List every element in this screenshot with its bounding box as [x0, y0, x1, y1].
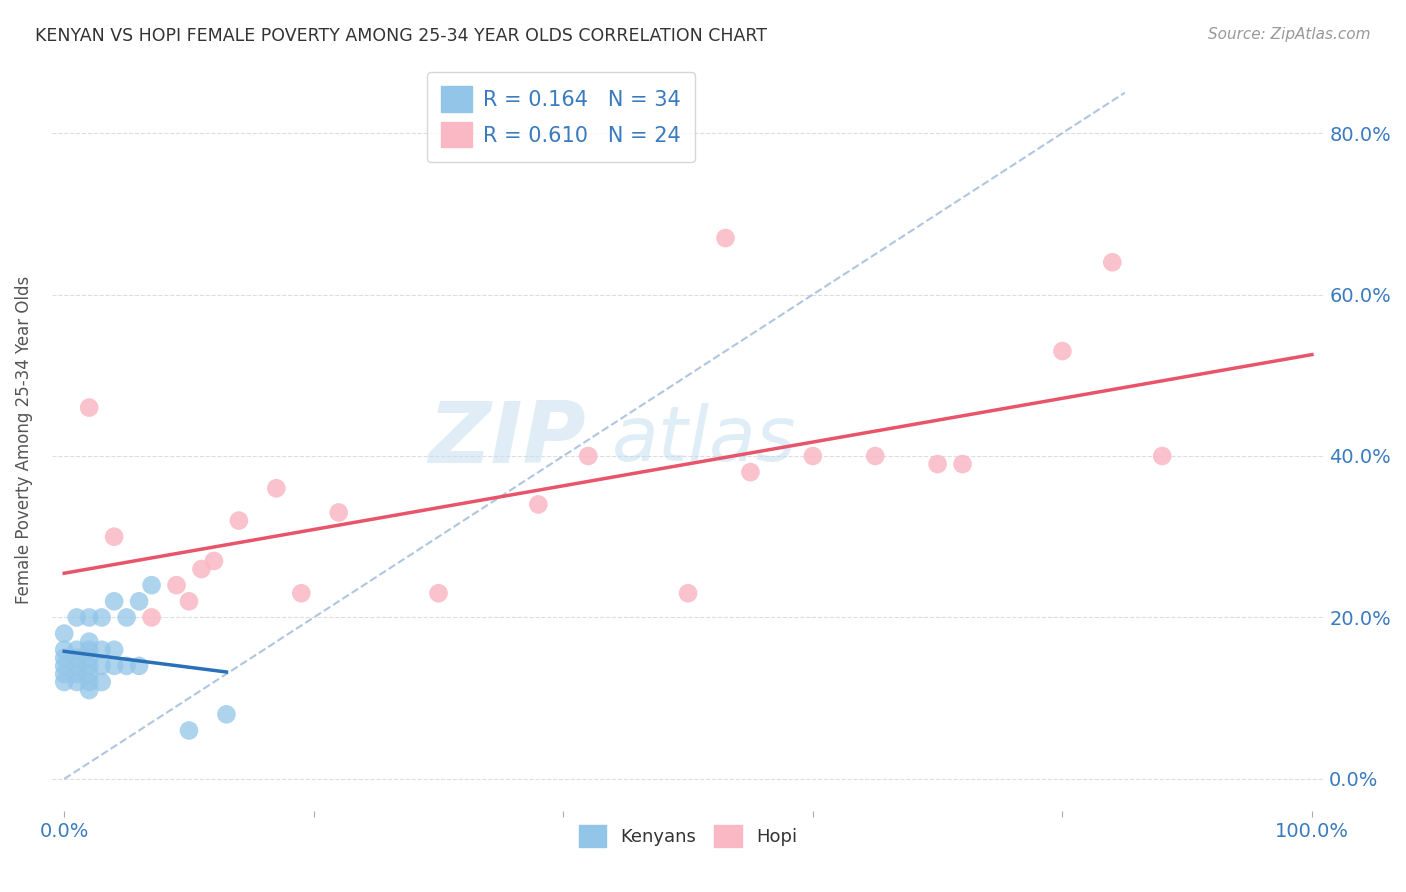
Point: [66, 650, 89, 665]
Point: [53, 659, 76, 673]
Point: [66, 610, 89, 624]
Point: [527, 498, 550, 512]
Point: [66, 642, 89, 657]
Point: [77, 642, 100, 657]
Point: [141, 610, 163, 624]
Point: [740, 465, 762, 479]
Point: [90, 610, 112, 624]
Text: KENYAN VS HOPI FEMALE POVERTY AMONG 25-34 YEAR OLDS CORRELATION CHART: KENYAN VS HOPI FEMALE POVERTY AMONG 25-3…: [35, 27, 768, 45]
Point: [53, 650, 76, 665]
Point: [115, 659, 138, 673]
Point: [53, 675, 76, 690]
Point: [190, 562, 212, 576]
Point: [77, 683, 100, 698]
Point: [77, 610, 100, 624]
Point: [66, 667, 89, 681]
Point: [427, 586, 450, 600]
Text: Source: ZipAtlas.com: Source: ZipAtlas.com: [1208, 27, 1371, 42]
Point: [103, 659, 125, 673]
Text: atlas: atlas: [612, 403, 796, 477]
Point: [290, 586, 312, 600]
Point: [952, 457, 974, 471]
Text: ZIP: ZIP: [429, 399, 586, 482]
Point: [77, 675, 100, 690]
Point: [266, 481, 288, 495]
Point: [77, 667, 100, 681]
Point: [1152, 449, 1174, 463]
Point: [66, 675, 89, 690]
Point: [1052, 344, 1074, 359]
Point: [128, 594, 150, 608]
Legend: Kenyans, Hopi: Kenyans, Hopi: [572, 818, 804, 855]
Point: [177, 594, 200, 608]
Point: [141, 578, 163, 592]
Point: [676, 586, 699, 600]
Point: [863, 449, 886, 463]
Point: [801, 449, 824, 463]
Point: [90, 675, 112, 690]
Point: [128, 659, 150, 673]
Point: [576, 449, 599, 463]
Point: [77, 634, 100, 648]
Point: [90, 642, 112, 657]
Point: [202, 554, 225, 568]
Point: [103, 594, 125, 608]
Y-axis label: Female Poverty Among 25-34 Year Olds: Female Poverty Among 25-34 Year Olds: [15, 276, 32, 604]
Point: [66, 659, 89, 673]
Point: [103, 642, 125, 657]
Point: [53, 667, 76, 681]
Point: [77, 659, 100, 673]
Point: [927, 457, 949, 471]
Point: [103, 530, 125, 544]
Point: [215, 707, 238, 722]
Point: [166, 578, 188, 592]
Point: [177, 723, 200, 738]
Point: [53, 642, 76, 657]
Point: [53, 626, 76, 640]
Point: [328, 506, 350, 520]
Point: [90, 659, 112, 673]
Point: [1101, 255, 1123, 269]
Point: [228, 514, 250, 528]
Point: [714, 231, 737, 245]
Point: [77, 650, 100, 665]
Point: [77, 401, 100, 415]
Point: [115, 610, 138, 624]
